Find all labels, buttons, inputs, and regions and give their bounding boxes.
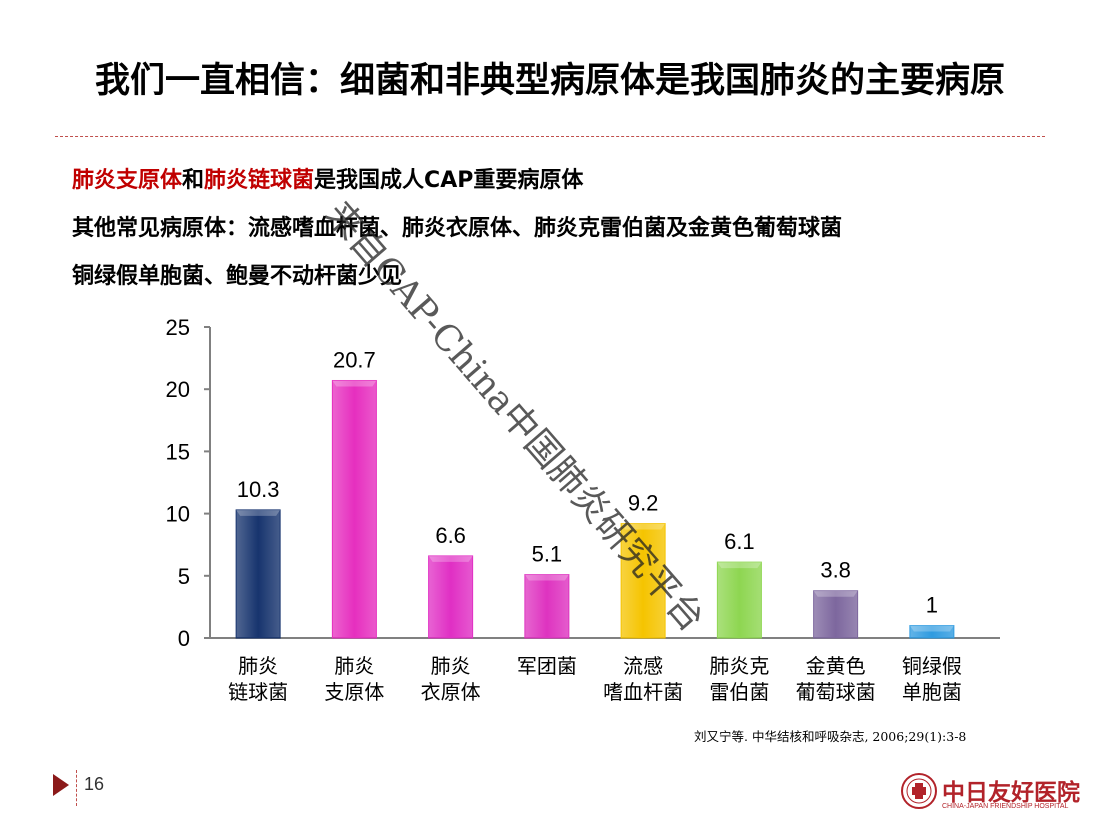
bar-3	[524, 574, 570, 639]
bar-5	[716, 561, 762, 639]
bar-bevel-5	[717, 562, 762, 569]
bullet-list: 肺炎支原体和肺炎链球菌是我国成人CAP重要病原体 其他常见病原体：流感嗜血杆菌、…	[72, 157, 842, 301]
bar-1	[331, 379, 377, 639]
y-tick-label: 0	[178, 626, 190, 651]
bar-bevel-1	[332, 380, 377, 387]
x-category-label: 支原体	[324, 680, 384, 704]
bar-4	[620, 523, 666, 639]
bar-value-label: 3.8	[820, 558, 851, 583]
bar-bevel-2	[428, 555, 473, 562]
bullet-line-1: 肺炎支原体和肺炎链球菌是我国成人CAP重要病原体	[72, 157, 842, 205]
hospital-name: 中日友好医院	[942, 779, 1080, 806]
bar-6	[813, 590, 859, 639]
x-category-label: 肺炎	[334, 654, 374, 678]
page-arrow-icon	[53, 774, 69, 796]
x-category-label: 肺炎	[431, 654, 471, 678]
x-category-label: 铜绿假	[902, 654, 962, 678]
y-tick-label: 20	[166, 377, 190, 402]
x-category-label: 金黄色	[806, 654, 866, 678]
bullet-connector: 和	[182, 168, 205, 193]
x-category-label: 葡萄球菌	[796, 680, 876, 704]
x-category-label: 军团菌	[517, 654, 577, 678]
x-category-label: 肺炎	[238, 654, 278, 678]
highlight-pneumococcus: 肺炎链球菌	[204, 168, 315, 193]
x-category-label: 肺炎克	[709, 654, 769, 678]
bar-value-label: 6.6	[435, 523, 466, 548]
bullet-line-1-rest: 是我国成人CAP重要病原体	[314, 168, 584, 193]
bar-value-label: 6.1	[724, 529, 755, 554]
y-tick-label: 15	[166, 439, 190, 464]
bar-0	[235, 509, 281, 639]
page-number: 16	[84, 774, 105, 794]
x-category-label: 嗜血杆菌	[603, 680, 683, 704]
hospital-subtitle: CHINA-JAPAN FRIENDSHIP HOSPITAL	[942, 803, 1069, 810]
bar-value-label: 10.3	[237, 477, 280, 502]
y-tick-label: 10	[166, 502, 190, 527]
bar-bevel-6	[813, 590, 858, 597]
bar-value-label: 20.7	[333, 347, 376, 372]
bar-value-label: 5.1	[532, 542, 563, 567]
y-tick-label: 5	[178, 564, 190, 589]
x-category-label: 流感	[623, 654, 663, 678]
hospital-emblem-icon	[901, 773, 937, 809]
bar-bevel-4	[621, 523, 666, 530]
bar-value-label: 9.2	[628, 491, 659, 516]
bar-bevel-3	[524, 574, 569, 581]
x-category-label: 衣原体	[421, 680, 481, 704]
bar-bevel-7	[909, 625, 954, 632]
footer-divider	[76, 770, 77, 806]
bar-value-label: 1	[926, 593, 938, 618]
bullet-line-2: 其他常见病原体：流感嗜血杆菌、肺炎衣原体、肺炎克雷伯菌及金黄色葡萄球菌	[72, 216, 843, 241]
bullet-line-3: 铜绿假单胞菌、鲍曼不动杆菌少见	[72, 264, 403, 289]
bar-2	[428, 555, 474, 639]
y-tick-label: 25	[166, 315, 190, 340]
highlight-mycoplasma: 肺炎支原体	[72, 168, 183, 193]
source-citation: 刘又宁等. 中华结核和呼吸杂志, 2006;29(1):3-8	[694, 729, 967, 744]
x-category-label: 单胞菌	[902, 680, 962, 704]
x-category-label: 雷伯菌	[709, 680, 769, 704]
bar-7	[909, 625, 955, 639]
bar-bevel-0	[236, 509, 281, 516]
x-category-label: 链球菌	[228, 680, 288, 704]
top-divider	[55, 136, 1045, 137]
page-title: 我们一直相信：细菌和非典型病原体是我国肺炎的主要病原	[94, 61, 1005, 101]
